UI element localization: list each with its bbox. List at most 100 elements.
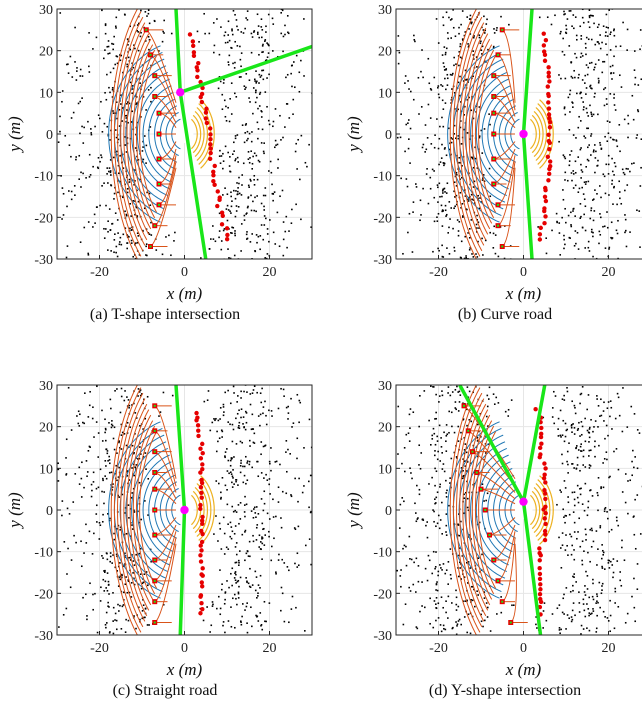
obstacle-point-c	[132, 648, 134, 650]
obstacle-point-a	[140, 36, 142, 38]
obstacle-point-b	[599, 213, 601, 215]
obstacle-point-a	[59, 12, 61, 14]
obstacle-point-c	[66, 573, 68, 575]
obstacle-point-c	[68, 387, 70, 389]
obstacle-point-d	[419, 611, 421, 613]
obstacle-point-c	[268, 484, 270, 486]
obstacle-point-a	[250, 179, 252, 181]
obstacle-point-a	[87, 253, 89, 255]
obstacle-point-c	[241, 534, 243, 536]
obstacle-point-a	[210, 238, 212, 240]
obstacle-point-c	[128, 517, 130, 519]
obstacle-point-b	[603, 25, 605, 27]
obstacle-point-c	[103, 491, 105, 493]
obstacle-point-a	[120, 103, 122, 105]
obstacle-point-c	[256, 392, 258, 394]
obstacle-point-d	[403, 500, 405, 502]
obstacle-point-d	[446, 433, 448, 435]
obstacle-point-d	[455, 621, 457, 623]
obstacle-point-d	[468, 613, 470, 615]
obstacle-point-c	[254, 385, 256, 387]
obstacle-point-c	[268, 410, 270, 412]
obstacle-point-d	[561, 567, 563, 569]
obstacle-point-c	[249, 445, 251, 447]
obstacle-point-d	[405, 434, 407, 436]
obstacle-point-d	[409, 414, 411, 416]
obstacle-point-d	[629, 479, 631, 481]
obstacle-point-d	[616, 560, 618, 562]
obstacle-point-a	[244, 219, 246, 221]
obstacle-point-a	[213, 52, 215, 54]
obstacle-point-d	[448, 432, 450, 434]
obstacle-point-c	[240, 462, 242, 464]
obstacle-point-b	[605, 31, 607, 33]
obstacle-point-c	[287, 449, 289, 451]
obstacle-point-d	[595, 631, 597, 633]
obstacle-point-b	[466, 16, 468, 18]
obstacle-point-b	[434, 134, 436, 136]
obstacle-point-d	[605, 507, 607, 509]
boundary-point-left-core-c	[154, 601, 156, 603]
obstacle-point-b	[586, 127, 588, 129]
y-tick-label-a: -10	[34, 170, 53, 185]
obstacle-point-a	[67, 245, 69, 247]
obstacle-point-a	[279, 245, 281, 247]
obstacle-point-d	[569, 534, 571, 536]
boundary-point-left-core-b	[493, 158, 495, 160]
obstacle-point-d	[600, 398, 602, 400]
obstacle-point-c	[125, 631, 127, 633]
obstacle-point-a	[259, 74, 261, 76]
obstacle-point-a	[210, 280, 212, 282]
obstacle-point-d	[442, 468, 444, 470]
obstacle-point-c	[277, 375, 279, 377]
obstacle-point-d	[468, 661, 470, 663]
obstacle-point-a	[226, 208, 228, 210]
obstacle-point-b	[434, 147, 436, 149]
obstacle-point-d	[400, 504, 402, 506]
obstacle-point-d	[418, 426, 420, 428]
obstacle-point-a	[273, 232, 275, 234]
obstacle-point-c	[249, 464, 251, 466]
obstacle-point-c	[230, 573, 232, 575]
obstacle-point-a	[131, 229, 133, 231]
obstacle-point-c	[62, 500, 64, 502]
obstacle-point-b	[586, 64, 588, 66]
obstacle-point-b	[584, 82, 586, 84]
obstacle-point-d	[434, 600, 436, 602]
boundary-point-right-c	[199, 548, 203, 552]
boundary-point-right-b	[547, 116, 551, 120]
obstacle-point-d	[597, 510, 599, 512]
obstacle-point-a	[173, 240, 175, 242]
obstacle-point-d	[564, 480, 566, 482]
obstacle-point-d	[582, 386, 584, 388]
obstacle-point-a	[234, 41, 236, 43]
obstacle-point-d	[591, 528, 593, 530]
obstacle-point-c	[82, 422, 84, 424]
obstacle-point-b	[566, 28, 568, 30]
obstacle-point-d	[438, 571, 440, 573]
obstacle-point-d	[575, 413, 577, 415]
obstacle-point-b	[446, 247, 448, 249]
obstacle-point-b	[439, 183, 441, 185]
obstacle-point-d	[481, 620, 483, 622]
obstacle-point-c	[298, 421, 300, 423]
obstacle-point-c	[288, 621, 290, 623]
obstacle-point-a	[235, 138, 237, 140]
obstacle-point-b	[611, 183, 613, 185]
obstacle-point-d	[441, 596, 443, 598]
obstacle-point-b	[591, 15, 593, 17]
obstacle-point-a	[260, 26, 262, 28]
obstacle-point-d	[496, 613, 498, 615]
obstacle-point-b	[472, 50, 474, 52]
obstacle-point-d	[451, 426, 453, 428]
obstacle-point-c	[231, 538, 233, 540]
obstacle-point-c	[292, 596, 294, 598]
obstacle-point-a	[244, 85, 246, 87]
obstacle-point-d	[498, 659, 500, 661]
obstacle-point-a	[251, 168, 253, 170]
obstacle-point-b	[564, 156, 566, 158]
obstacle-point-a	[100, 101, 102, 103]
obstacle-point-c	[238, 427, 240, 429]
obstacle-point-c	[280, 517, 282, 519]
obstacle-point-a	[127, 292, 129, 294]
